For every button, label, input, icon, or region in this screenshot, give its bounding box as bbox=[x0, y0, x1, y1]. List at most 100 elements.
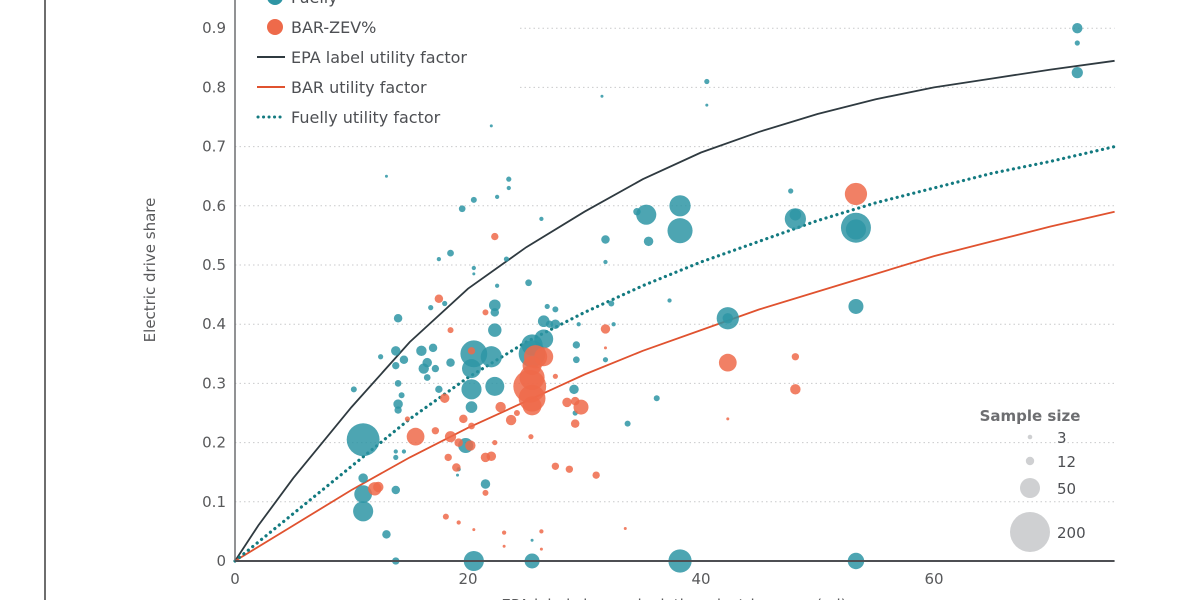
fuelly-bubble bbox=[353, 501, 374, 522]
fuelly-bubble bbox=[1074, 40, 1080, 46]
fuelly-bubble bbox=[461, 379, 482, 400]
utility-factor-lines bbox=[233, 59, 1117, 563]
fuelly-bubble bbox=[465, 401, 478, 413]
fuelly-bubble bbox=[428, 305, 434, 311]
fuelly-bubble bbox=[472, 272, 476, 276]
fuelly-bubble bbox=[704, 78, 710, 85]
fuelly-bubble bbox=[480, 346, 502, 368]
fuelly-bubble bbox=[442, 300, 448, 307]
bar-uf-line bbox=[234, 210, 1115, 562]
bar-zev-bubble bbox=[551, 462, 560, 470]
bar-zev-bubble bbox=[442, 513, 449, 520]
bar-zev-bubble bbox=[505, 414, 517, 426]
fuelly-bubble bbox=[423, 374, 431, 381]
bar-zev-bubble bbox=[472, 528, 476, 532]
fuelly-bubble bbox=[398, 392, 405, 399]
fuelly-bubble bbox=[572, 356, 580, 364]
fuelly-bubble bbox=[431, 364, 440, 373]
bar-zev-bubble bbox=[528, 434, 534, 440]
legend-item: Fuelly utility factor bbox=[256, 108, 441, 127]
bar-zev-bubble bbox=[465, 440, 476, 451]
fuelly-bubble bbox=[488, 323, 502, 337]
bar-zev-bubble bbox=[482, 309, 489, 316]
fuelly-bubble bbox=[428, 343, 438, 353]
bar-zev-bubble bbox=[726, 417, 730, 421]
bar-zev-bubble bbox=[623, 526, 627, 530]
bar-zev-bubble bbox=[434, 294, 444, 303]
fuelly-bubble bbox=[788, 188, 794, 194]
bar-zev-bubble bbox=[565, 465, 574, 473]
bar-zev-bubble bbox=[495, 401, 506, 413]
bar-zev-bubble bbox=[513, 410, 520, 416]
size-legend-label: 12 bbox=[1057, 453, 1076, 471]
legend-label: BAR-ZEV% bbox=[291, 18, 376, 37]
bar-zev-bubble bbox=[454, 438, 463, 447]
fuelly-bubble bbox=[480, 479, 491, 489]
legend-label: EPA label utility factor bbox=[291, 48, 467, 67]
y-tick-label: 0.9 bbox=[202, 19, 226, 37]
legend-item: BAR utility factor bbox=[257, 78, 427, 97]
fuelly-bubble bbox=[462, 359, 481, 379]
bar-zev-bubble bbox=[468, 422, 475, 430]
y-tick-label: 0.3 bbox=[202, 374, 226, 392]
bar-zev-bubble bbox=[552, 373, 558, 379]
fuelly-bubble bbox=[667, 218, 693, 244]
fuelly-bubble bbox=[495, 194, 500, 200]
bar-zev-bubble bbox=[522, 356, 542, 376]
fuelly-bubble bbox=[722, 313, 733, 324]
legend-label: BAR utility factor bbox=[291, 78, 427, 97]
fuelly-bubble bbox=[394, 406, 402, 414]
fuelly-bubble bbox=[446, 358, 455, 367]
fuelly-bubble bbox=[624, 420, 631, 427]
bar-zev-bubble bbox=[718, 353, 737, 372]
fuelly-bubble bbox=[789, 208, 802, 221]
fuelly-bubble bbox=[636, 204, 657, 225]
fuelly-bubble bbox=[488, 299, 501, 312]
bar-zev-bubble bbox=[844, 182, 868, 206]
fuelly-bubble bbox=[391, 346, 401, 356]
bar-zev-bubble bbox=[539, 547, 543, 551]
legend: Fuelly BAR-ZEV% EPA label utility factor BA… bbox=[256, 0, 467, 127]
bar-zev-bubble bbox=[562, 397, 572, 408]
y-axis-title: Electric drive share bbox=[141, 198, 159, 343]
bar-zev-bubble bbox=[570, 419, 580, 428]
y-tick-label: 0.1 bbox=[202, 493, 226, 511]
bar-zev-bubble bbox=[570, 396, 580, 406]
fuelly-bubble bbox=[545, 320, 554, 328]
fuelly-bubble bbox=[572, 341, 581, 349]
fuelly-bubble bbox=[384, 174, 388, 178]
bar-zev-legend-marker bbox=[267, 19, 283, 35]
fuelly-bubble bbox=[611, 322, 616, 327]
fuelly-bubble bbox=[358, 473, 368, 483]
fuelly-bubble bbox=[354, 485, 373, 503]
fuelly-bubble bbox=[401, 449, 407, 454]
y-tick-label: 0.5 bbox=[202, 256, 226, 274]
frame-border-line bbox=[44, 0, 46, 600]
axes: 0 0.1 0.2 0.3 0.4 0.5 0.6 0.7 0.8 0.9 0 20 40 60 bbox=[202, 0, 1115, 588]
fuelly-bubble bbox=[669, 195, 691, 217]
bar-zev-bubble bbox=[603, 346, 607, 350]
fuelly-bubble bbox=[544, 303, 550, 310]
fuelly-bubble bbox=[608, 300, 615, 307]
fuelly-bubble bbox=[456, 473, 460, 477]
fuelly-bubble bbox=[576, 322, 581, 327]
y-tick-label: 0 bbox=[216, 552, 226, 570]
fuelly-uf-line bbox=[233, 145, 1117, 563]
gridlines bbox=[235, 27, 1115, 503]
size-legend-label: 50 bbox=[1057, 480, 1076, 498]
fuelly-bubble bbox=[601, 235, 610, 244]
bar-zev-bubble bbox=[791, 353, 800, 361]
legend-label: Fuelly bbox=[291, 0, 338, 7]
bar-zev-bubble bbox=[452, 463, 461, 472]
bar-zev-bubble bbox=[492, 440, 498, 446]
bar-zev-bubble bbox=[373, 481, 384, 493]
fuelly-bubble bbox=[490, 308, 500, 317]
size-legend-bubble bbox=[1025, 456, 1035, 466]
x-tick-label: 40 bbox=[691, 570, 710, 588]
x-tick-label: 60 bbox=[924, 570, 943, 588]
fuelly-bubble bbox=[489, 124, 493, 128]
size-legend-bubble bbox=[1010, 512, 1050, 552]
bar-zev-bubble bbox=[790, 384, 801, 395]
y-tick-label: 0.4 bbox=[202, 315, 226, 333]
fuelly-bubble bbox=[458, 205, 466, 213]
